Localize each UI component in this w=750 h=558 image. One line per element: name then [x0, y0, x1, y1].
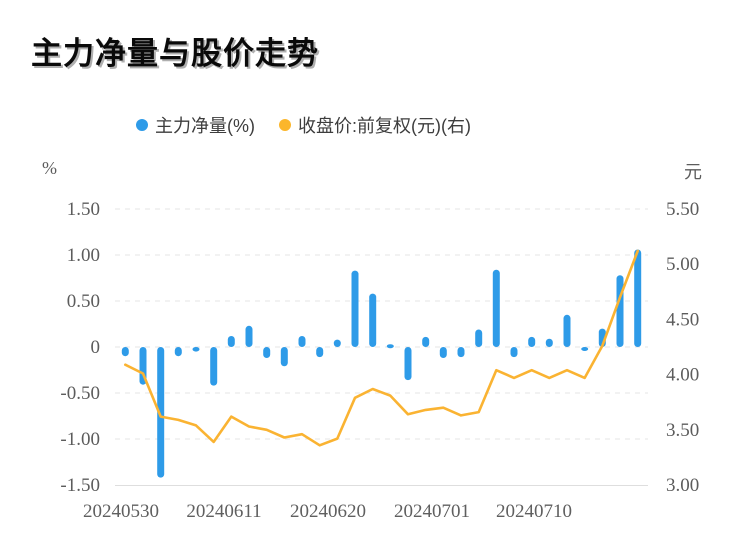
bar — [492, 269, 500, 347]
legend-dot-bar-series — [136, 119, 148, 131]
chart-title: 主力净量与股价走势 — [31, 36, 319, 71]
bar — [616, 275, 624, 347]
bar — [298, 336, 306, 347]
bar — [333, 339, 341, 347]
right-axis-tick-label: 4.50 — [666, 309, 699, 330]
bar — [174, 347, 182, 357]
bar — [528, 336, 536, 347]
bar — [422, 336, 430, 347]
legend-label-line-series: 收盘价:前复权(元)(右) — [298, 116, 471, 136]
right-axis-tick-label: 3.00 — [666, 475, 699, 496]
bar-series — [121, 249, 642, 478]
bar — [227, 336, 235, 347]
bar — [192, 347, 200, 352]
bar — [634, 249, 642, 347]
left-axis-tick-label: 1.00 — [67, 245, 100, 266]
legend-item-main-net-volume[interactable]: 主力净量(%) — [136, 112, 255, 138]
right-axis-tick-label: 4.00 — [666, 365, 699, 386]
price-line — [124, 249, 640, 447]
x-axis-tick-label: 20240710 — [496, 501, 572, 522]
left-axis-tick-label: -0.50 — [60, 383, 100, 404]
bar — [263, 347, 271, 358]
legend-label-bar-series: 主力净量(%) — [155, 116, 255, 136]
legend-dot-line-series — [279, 119, 291, 131]
right-axis-tick-label: 3.50 — [666, 420, 699, 441]
bar — [581, 347, 589, 351]
x-axis-tick-label: 20240701 — [394, 501, 470, 522]
bar — [210, 347, 218, 386]
chart-legend: 主力净量(%) 收盘价:前复权(元)(右) — [136, 112, 471, 138]
left-axis-tick-label: -1.50 — [60, 475, 100, 496]
legend-item-close-price[interactable]: 收盘价:前复权(元)(右) — [279, 112, 471, 138]
right-axis-tick-label: 5.50 — [666, 199, 699, 220]
right-axis-unit-label: 元 — [684, 162, 702, 182]
bar — [439, 347, 447, 358]
x-axis-tick-label: 20240530 — [83, 501, 159, 522]
left-axis-tick-label: 0 — [91, 337, 101, 358]
bar — [510, 347, 518, 358]
left-axis-unit-label: % — [42, 158, 57, 178]
x-axis-tick-label: 20240611 — [186, 501, 261, 522]
bar — [563, 314, 571, 347]
bar — [316, 347, 324, 358]
left-axis-tick-label: -1.00 — [60, 429, 100, 450]
bar — [457, 347, 465, 358]
bar — [157, 347, 165, 478]
bar — [245, 325, 253, 347]
bar — [351, 270, 359, 347]
bar — [475, 329, 483, 347]
bar — [545, 338, 553, 347]
bar — [121, 347, 129, 357]
bar — [404, 347, 412, 381]
bar — [369, 293, 377, 347]
right-axis-tick-label: 5.00 — [666, 254, 699, 275]
x-axis-tick-label: 20240620 — [290, 501, 366, 522]
left-axis-tick-label: 1.50 — [67, 199, 100, 220]
bar — [386, 344, 394, 349]
left-axis-tick-label: 0.50 — [67, 291, 100, 312]
bar — [280, 347, 288, 367]
